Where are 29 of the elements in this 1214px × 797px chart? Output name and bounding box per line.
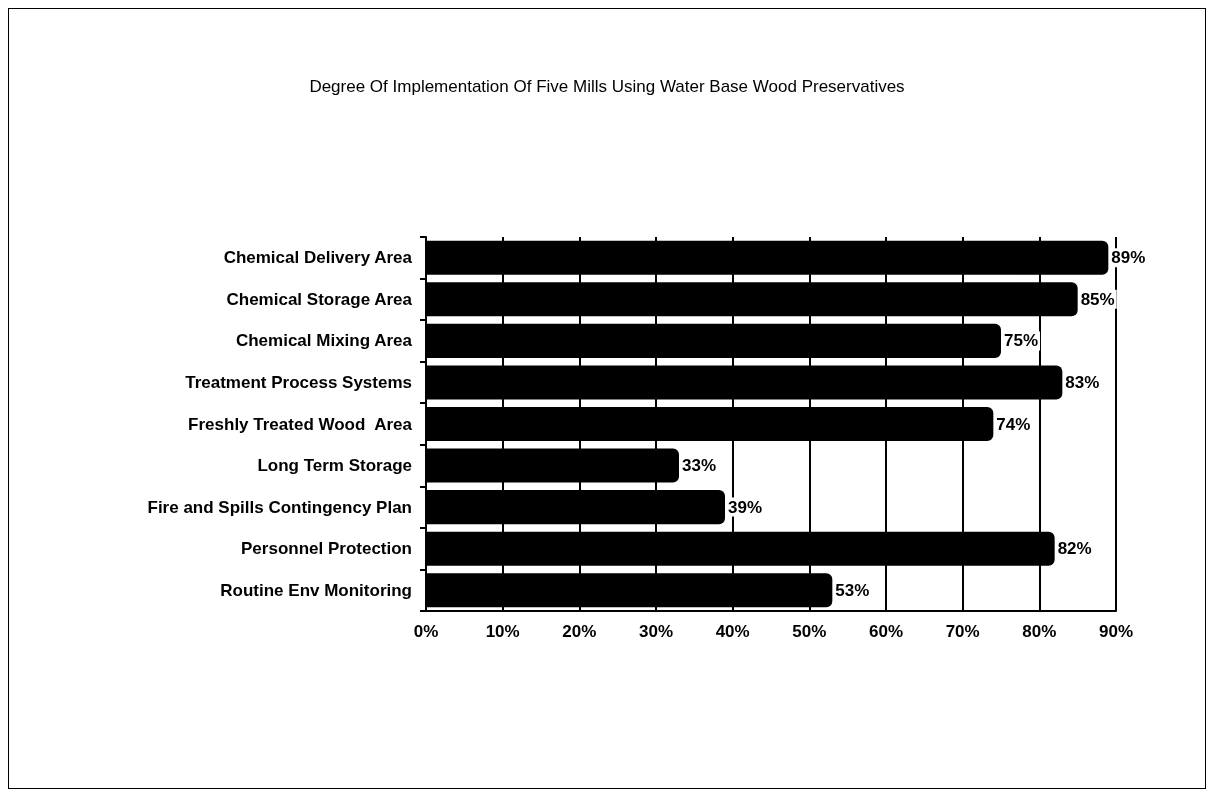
- y-tick-label: Fire and Spills Contingency Plan: [147, 497, 412, 517]
- y-tick-label: Personnel Protection: [241, 539, 412, 559]
- x-tick-label: 0%: [413, 622, 439, 641]
- x-tick-label: 10%: [485, 622, 520, 641]
- data-label: 89%: [1111, 248, 1146, 268]
- data-label: 75%: [1004, 331, 1039, 351]
- data-label: 39%: [728, 497, 763, 517]
- y-tick-label: Chemical Delivery Area: [223, 248, 413, 268]
- x-tick-label: 90%: [1098, 622, 1134, 641]
- data-label: 85%: [1080, 289, 1115, 309]
- x-tick-label: 70%: [945, 622, 980, 641]
- y-tick-label: Chemical Storage Area: [226, 289, 413, 309]
- y-tick-label: Freshly Treated Wood Area: [188, 414, 413, 434]
- data-label: 53%: [835, 580, 870, 600]
- x-tick-label: 80%: [1022, 622, 1057, 641]
- x-tick-label: 50%: [792, 622, 827, 641]
- y-tick-label: Routine Env Monitoring: [220, 580, 412, 600]
- x-tick-label: 60%: [868, 622, 904, 641]
- y-tick-label: Long Term Storage: [257, 456, 412, 476]
- x-tick-label: 30%: [638, 622, 674, 641]
- y-tick-label: Treatment Process Systems: [185, 372, 412, 392]
- data-label: 33%: [682, 456, 717, 476]
- data-label: 83%: [1065, 372, 1100, 392]
- x-tick-label: 20%: [562, 622, 597, 641]
- data-label: 74%: [996, 414, 1031, 434]
- x-tick-label: 40%: [715, 622, 750, 641]
- chart-title: Degree Of Implementation Of Five Mills Using Water Base Wood Preservatives: [309, 77, 905, 96]
- y-tick-label: Chemical Mixing Area: [235, 331, 413, 351]
- data-label: 82%: [1057, 539, 1092, 559]
